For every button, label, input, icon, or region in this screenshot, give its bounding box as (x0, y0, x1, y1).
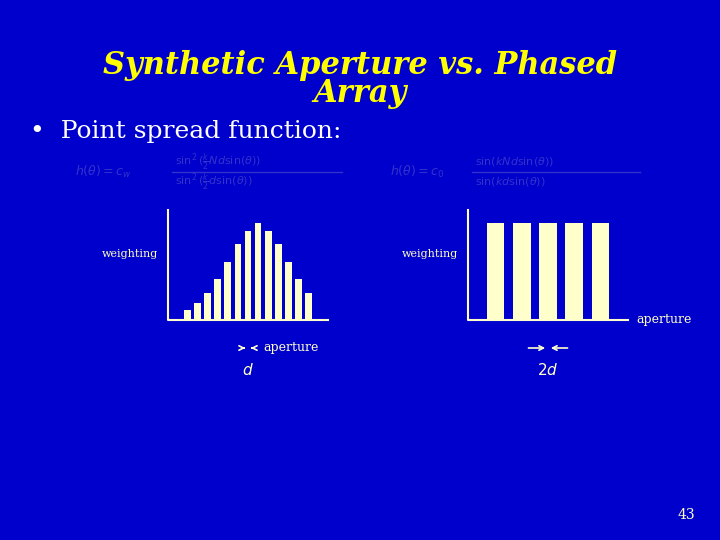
Text: Array: Array (313, 78, 407, 109)
Text: aperture: aperture (263, 341, 318, 354)
Bar (265, 231, 271, 320)
Text: weighting: weighting (102, 249, 158, 259)
Bar (184, 310, 191, 320)
Text: $d$: $d$ (242, 362, 254, 378)
Text: $\sin^2(\frac{k}{2} Nd \sin(\theta))$: $\sin^2(\frac{k}{2} Nd \sin(\theta))$ (175, 151, 261, 173)
Bar (295, 279, 302, 320)
Bar (565, 223, 583, 320)
Bar (235, 245, 241, 320)
Text: Synthetic Aperture vs. Phased: Synthetic Aperture vs. Phased (103, 50, 617, 81)
Bar (275, 245, 282, 320)
Bar (305, 293, 312, 320)
Bar (194, 302, 201, 320)
Text: $h(\theta) = c_0$: $h(\theta) = c_0$ (390, 164, 444, 180)
Text: $\sin(kd\sin(\theta))$: $\sin(kd\sin(\theta))$ (475, 176, 546, 188)
Bar (255, 223, 261, 320)
Bar (539, 223, 557, 320)
Text: aperture: aperture (636, 314, 691, 327)
Text: $h(\theta) = c_w$: $h(\theta) = c_w$ (75, 164, 132, 180)
Text: $\sin^2(\frac{k}{2} d \sin(\theta))$: $\sin^2(\frac{k}{2} d \sin(\theta))$ (175, 171, 253, 193)
Text: weighting: weighting (402, 249, 458, 259)
Text: 43: 43 (678, 508, 695, 522)
Bar (487, 223, 504, 320)
Bar (245, 231, 251, 320)
Bar (225, 262, 231, 320)
Bar (592, 223, 609, 320)
Bar (215, 279, 221, 320)
Text: $2d$: $2d$ (537, 362, 559, 378)
Bar (513, 223, 531, 320)
Bar (285, 262, 292, 320)
Text: •  Point spread function:: • Point spread function: (30, 120, 341, 143)
Bar (204, 293, 211, 320)
Text: $\sin(kNd\sin(\theta))$: $\sin(kNd\sin(\theta))$ (475, 156, 554, 168)
